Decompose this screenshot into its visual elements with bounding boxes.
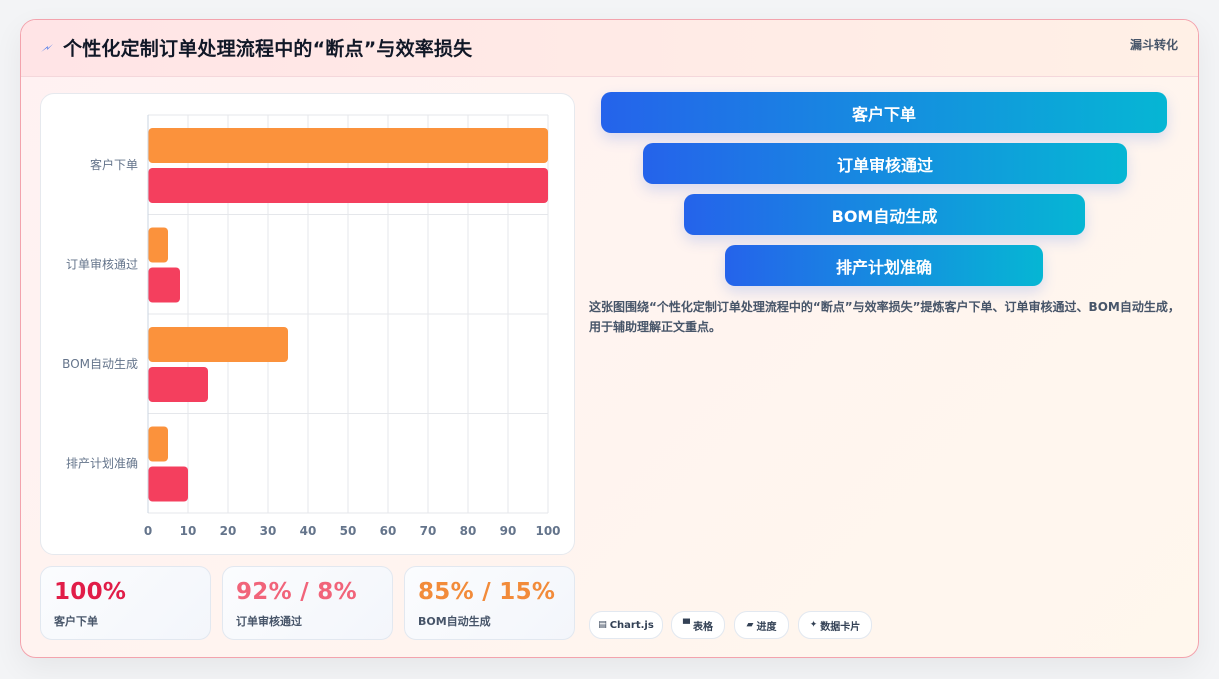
y-tick-label: 订单审核通过 bbox=[66, 256, 138, 271]
table-icon: ▀ bbox=[683, 620, 690, 630]
bar bbox=[148, 466, 188, 502]
stat-card-2: 92% / 8% 订单审核通过 bbox=[222, 566, 393, 640]
card-header: 个性化定制订单处理流程中的“断点”与效率损失 漏斗转化 bbox=[21, 20, 1198, 77]
stat-value: 85% / 15% bbox=[418, 579, 556, 605]
bar bbox=[148, 426, 168, 462]
y-tick-label: BOM自动生成 bbox=[62, 357, 138, 371]
chart-description: 这张图围绕“个性化定制订单处理流程中的“断点”与效率损失”提炼客户下单、订单审核… bbox=[589, 300, 1180, 334]
bar-chart-panel: 客户下单订单审核通过 BOM自动生成 排产计划准确 0 10 20 30 40 50 60 70 80… bbox=[40, 93, 575, 555]
calendar-icon: ▤ bbox=[598, 620, 607, 630]
stat-label: BOM自动生成 bbox=[418, 615, 491, 628]
chip-table[interactable]: ▀ 表格 bbox=[671, 611, 725, 639]
bar bbox=[148, 128, 548, 163]
bar bbox=[148, 227, 168, 263]
x-tick-label: 50 bbox=[340, 524, 357, 538]
funnel-stage-3: BOM自动生成 bbox=[684, 194, 1085, 235]
chip-label: 数据卡片 bbox=[820, 621, 861, 633]
funnel-stage-4: 排产计划准确 bbox=[725, 245, 1043, 286]
lightning-icon bbox=[41, 44, 53, 52]
chip-label: 进度 bbox=[756, 621, 777, 633]
y-tick-label: 客户下单 bbox=[90, 157, 138, 172]
x-tick-label: 30 bbox=[260, 524, 277, 538]
chip-data-cards[interactable]: ✦ 数据卡片 bbox=[798, 611, 872, 639]
x-tick-label: 80 bbox=[460, 524, 477, 538]
x-tick-label: 70 bbox=[420, 524, 437, 538]
chip-chartjs[interactable]: ▤ Chart.js bbox=[589, 611, 663, 639]
chip-progress[interactable]: ▰ 进度 bbox=[734, 611, 789, 639]
x-tick-label: 100 bbox=[535, 524, 560, 538]
sparkle-icon: ✦ bbox=[809, 620, 818, 630]
stat-card-1: 100% 客户下单 bbox=[40, 566, 211, 640]
x-tick-label: 60 bbox=[380, 524, 397, 538]
stat-value: 92% / 8% bbox=[236, 579, 357, 605]
bar bbox=[148, 267, 180, 303]
funnel-stage-1: 客户下单 bbox=[601, 92, 1167, 133]
funnel-stage-2: 订单审核通过 bbox=[643, 143, 1127, 184]
x-tick-label: 10 bbox=[180, 524, 197, 538]
x-tick-label: 20 bbox=[220, 524, 237, 538]
stat-label: 客户下单 bbox=[54, 615, 98, 628]
infographic-card: 个性化定制订单处理流程中的“断点”与效率损失 漏斗转化 客户下单 订单审核通过 BO… bbox=[20, 19, 1199, 658]
chip-label: Chart.js bbox=[609, 619, 654, 631]
progress-icon: ▰ bbox=[746, 620, 754, 630]
y-tick-label: 排产计划准确 bbox=[66, 456, 138, 470]
stat-label: 订单审核通过 bbox=[236, 615, 302, 628]
bar bbox=[148, 367, 208, 402]
bar bbox=[148, 168, 548, 203]
stat-value: 100% bbox=[54, 579, 127, 605]
x-tick-label: 40 bbox=[300, 524, 317, 538]
chart-type-tag: 漏斗转化 bbox=[1129, 38, 1178, 52]
chip-label: 表格 bbox=[692, 621, 713, 633]
bar bbox=[148, 327, 288, 362]
stat-card-3: 85% / 15% BOM自动生成 bbox=[404, 566, 575, 640]
page-title: 个性化定制订单处理流程中的“断点”与效率损失 bbox=[63, 38, 473, 60]
x-tick-label: 0 bbox=[144, 524, 152, 538]
x-tick-label: 90 bbox=[500, 524, 517, 538]
